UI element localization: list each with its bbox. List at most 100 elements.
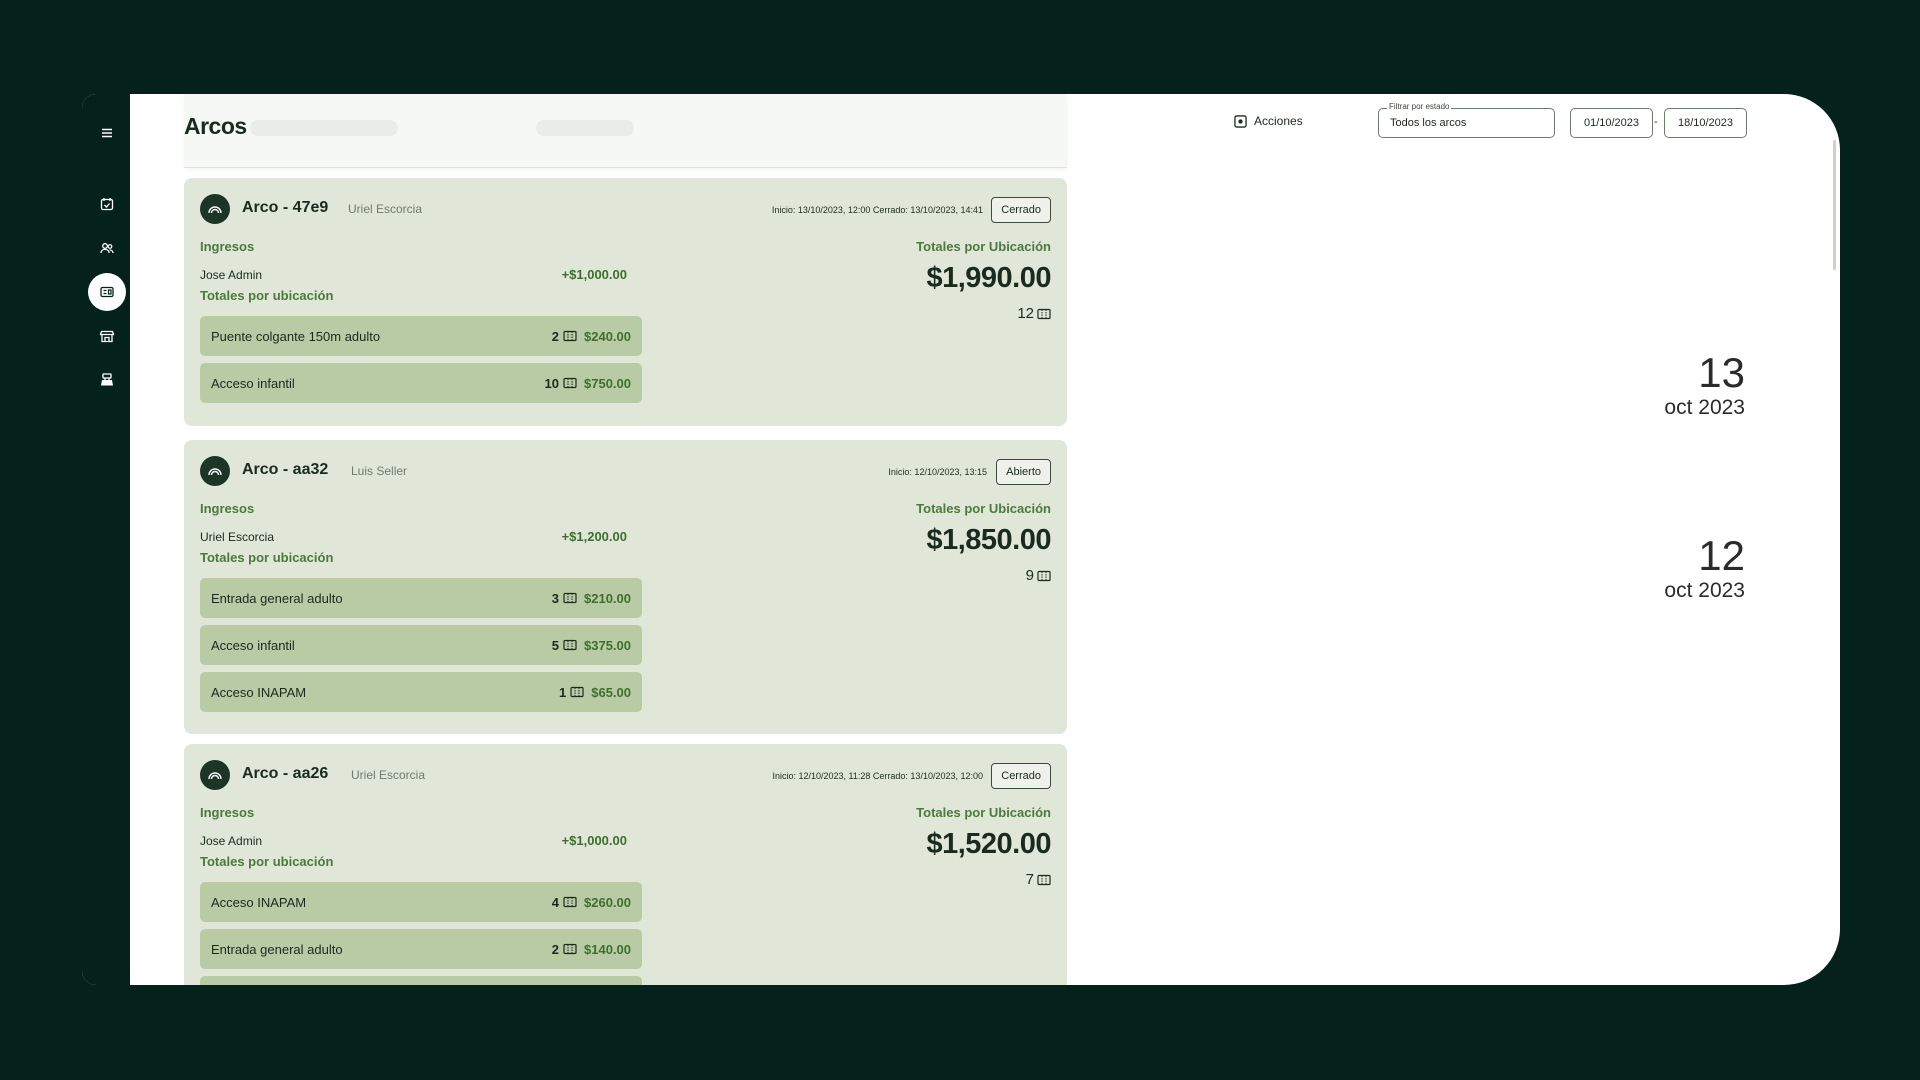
ticket-count-value: 12 [1017, 305, 1034, 322]
status-filter-value: Todos los arcos [1390, 117, 1467, 129]
ticket-quantity: 3 [551, 590, 559, 606]
location-item[interactable]: Puente colgante 150m adulto 2 $240.00 [200, 316, 642, 356]
ticket-icon [563, 377, 577, 389]
arc-user: Uriel Escorcia [348, 202, 423, 216]
date-marker: 12 oct 2023 [1595, 535, 1745, 603]
location-totals-label: Totales por ubicación [200, 288, 334, 303]
ticket-icon [1037, 570, 1051, 581]
ticket-icon [563, 896, 577, 908]
totals-label: Totales por Ubicación [916, 239, 1051, 254]
location-name: Entrada general adulto [211, 941, 343, 957]
location-totals-label: Totales por ubicación [200, 550, 334, 565]
scrollbar-thumb[interactable] [1833, 140, 1836, 270]
date-to-value: 18/10/2023 [1677, 117, 1734, 129]
ticket-icon [563, 639, 577, 651]
arc-card[interactable]: Arco - aa32 Luis Seller Inicio: 12/10/20… [184, 440, 1067, 734]
location-total: $210.00 [584, 590, 631, 606]
store-icon[interactable] [88, 317, 126, 355]
cash-register-icon[interactable] [88, 361, 126, 399]
location-item[interactable]: Acceso INAPAM 4 $260.00 [200, 882, 642, 922]
ticket-icon [1037, 874, 1051, 885]
income-amount: +$1,200.00 [561, 529, 627, 544]
location-name: Acceso infantil [211, 375, 295, 391]
income-amount: +$1,000.00 [561, 833, 627, 848]
location-total: $260.00 [584, 894, 631, 910]
date-from-value: 01/10/2023 [1583, 117, 1640, 129]
ticket-count-value: 9 [1025, 567, 1034, 584]
location-item[interactable]: Acceso infantil 10 $750.00 [200, 363, 642, 403]
location-item[interactable]: Entrada general adulto 3 $210.00 [200, 578, 642, 618]
grand-total: $1,990.00 [926, 262, 1051, 294]
status-badge[interactable]: Abierto [996, 459, 1051, 485]
income-name: Jose Admin [200, 834, 263, 848]
settings-box-icon [1234, 114, 1247, 128]
sidebar [82, 94, 130, 985]
page-title: Arcos [184, 113, 247, 139]
date-day: 12 [1698, 532, 1745, 579]
date-month: oct 2023 [1664, 579, 1745, 602]
date-marker: 13 oct 2023 [1595, 352, 1745, 420]
ticket-count: 9 [1026, 567, 1051, 584]
grand-total: $1,520.00 [926, 828, 1051, 860]
date-month: oct 2023 [1664, 396, 1745, 419]
ticket-quantity: 4 [551, 894, 559, 910]
status-filter-legend: Filtrar por estado [1387, 102, 1452, 111]
arc-user: Uriel Escorcia [351, 768, 426, 782]
location-total: $240.00 [584, 328, 631, 344]
location-name: Entrada general adulto [211, 590, 343, 606]
ticket-quantity: 5 [551, 637, 559, 653]
location-totals-label: Totales por ubicación [200, 854, 334, 869]
ticket-icon [563, 330, 577, 342]
location-name: Acceso infantil [211, 637, 295, 653]
arc-title: Arco - aa26 [242, 765, 329, 782]
arc-card[interactable]: Arco - aa26 Uriel Escorcia Inicio: 12/10… [184, 744, 1067, 985]
arc-icon [200, 194, 230, 224]
date-to-input[interactable]: 18/10/2023 [1664, 108, 1747, 138]
income-amount: +$1,000.00 [561, 267, 627, 282]
date-separator: - [1654, 116, 1658, 128]
ticket-count: 12 [1017, 305, 1051, 322]
main-content: Arcos Acciones Filtrar por estado Todos … [130, 94, 1840, 985]
location-item[interactable]: Acceso infantil 5 $375.00 [200, 625, 642, 665]
income-label: Ingresos [200, 501, 255, 516]
menu-icon[interactable] [88, 114, 126, 152]
arc-title: Arco - 47e9 [242, 199, 329, 216]
status-filter-select[interactable]: Filtrar por estado Todos los arcos [1378, 102, 1555, 138]
arc-title: Arco - aa32 [242, 461, 329, 478]
location-total: $140.00 [584, 941, 631, 957]
arc-card[interactable]: Arco - 47e9 Uriel Escorcia Inicio: 13/10… [184, 178, 1067, 426]
location-total: $750.00 [584, 375, 631, 391]
grand-total: $1,850.00 [926, 524, 1051, 556]
ticket-icon [1037, 308, 1051, 319]
location-total: $65.00 [591, 684, 631, 700]
totals-label: Totales por Ubicación [916, 805, 1051, 820]
arc-dates: Inicio: 13/10/2023, 12:00 Cerrado: 13/10… [771, 205, 983, 215]
arc-icon [200, 760, 230, 790]
ticket-icon [563, 943, 577, 955]
placeholder-bar [250, 120, 398, 136]
income-name: Jose Admin [200, 268, 263, 282]
ticket-quantity: 10 [544, 375, 559, 391]
status-badge[interactable]: Cerrado [991, 197, 1051, 223]
calendar-check-icon[interactable] [88, 185, 126, 223]
ticket-quantity: 2 [551, 328, 559, 344]
ticket-icon [563, 592, 577, 604]
location-total: $375.00 [584, 637, 631, 653]
location-item[interactable]: Entrada general adulto 2 $140.00 [200, 929, 642, 969]
users-icon[interactable] [88, 229, 126, 267]
actions-button[interactable]: Acciones [1234, 114, 1303, 128]
placeholder-bar [536, 120, 634, 136]
location-name: Acceso INAPAM [211, 894, 307, 910]
status-badge[interactable]: Cerrado [991, 763, 1051, 789]
collapsed-card-edge [184, 94, 1067, 168]
arc-dates: Inicio: 12/10/2023, 11:28 Cerrado: 13/10… [772, 771, 984, 781]
ticket-quantity: 2 [551, 941, 559, 957]
actions-label: Acciones [1254, 114, 1303, 128]
location-item[interactable]: Acceso INAPAM 1 $65.00 [200, 672, 642, 712]
ticket-icon [570, 686, 584, 698]
date-from-input[interactable]: 01/10/2023 [1570, 108, 1653, 138]
location-item-partial[interactable] [200, 976, 642, 985]
arcs-icon[interactable] [88, 273, 126, 311]
app-window: Arcos Acciones Filtrar por estado Todos … [82, 94, 1840, 985]
income-label: Ingresos [200, 805, 255, 820]
